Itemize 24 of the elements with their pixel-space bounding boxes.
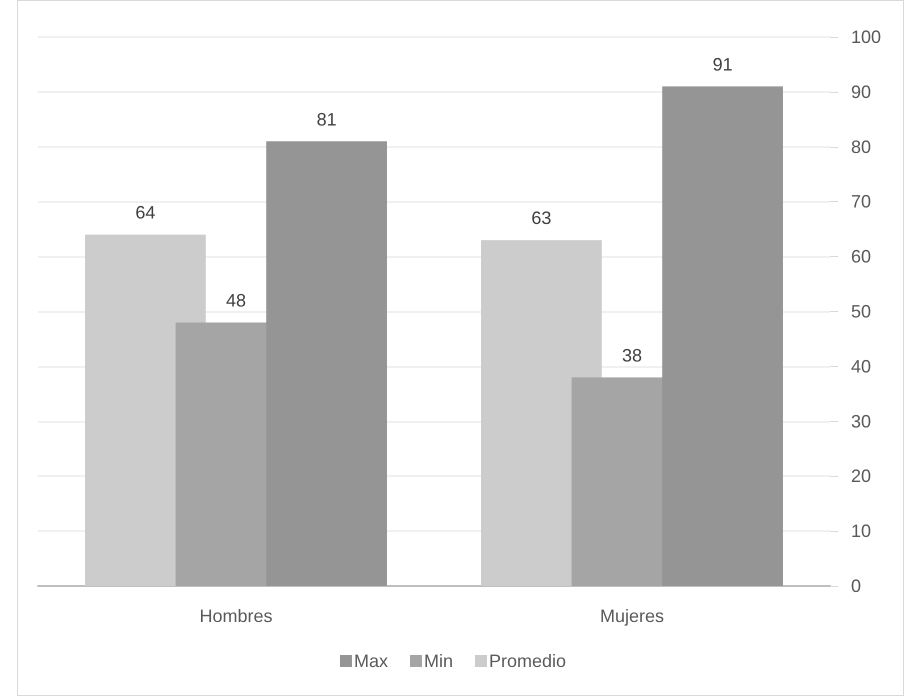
data-label: 48	[226, 290, 246, 310]
y-tick-label: 50	[851, 302, 872, 322]
data-label: 91	[712, 54, 733, 74]
y-tick-label: 100	[851, 27, 882, 47]
legend-label: Promedio	[488, 651, 566, 671]
y-tick-label: 0	[851, 576, 862, 596]
y-tick-label: 20	[851, 466, 872, 486]
y-tick-label: 10	[851, 521, 872, 542]
x-tick-label: Mujeres	[600, 606, 664, 626]
y-tick-label: 70	[851, 192, 872, 212]
y-tick-label: 40	[851, 356, 872, 376]
bar	[662, 86, 783, 586]
legend-label: Min	[424, 651, 453, 671]
bar	[266, 141, 387, 586]
data-label: 81	[316, 109, 337, 130]
y-tick-label: 90	[851, 82, 872, 102]
y-tick-label: 80	[851, 136, 872, 157]
y-tick-label: 30	[851, 411, 872, 432]
x-tick-label: Hombres	[199, 606, 273, 626]
y-tick-label: 60	[851, 246, 872, 267]
data-label: 63	[531, 208, 552, 228]
data-label: 38	[622, 345, 642, 366]
legend-label: Max	[354, 651, 388, 671]
data-label: 64	[135, 202, 156, 223]
